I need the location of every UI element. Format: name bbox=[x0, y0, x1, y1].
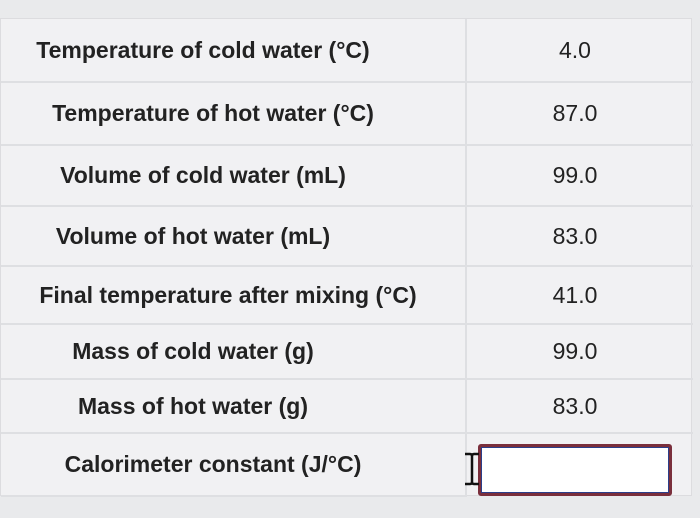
row-label: Final temperature after mixing (°C) bbox=[1, 267, 467, 325]
row-value: 83.0 bbox=[467, 380, 693, 434]
row-value: 99.0 bbox=[467, 146, 693, 207]
row-value: 87.0 bbox=[467, 83, 693, 146]
row-label: Temperature of cold water (°C) bbox=[1, 19, 467, 83]
answer-input[interactable] bbox=[478, 444, 672, 496]
row-label: Calorimeter constant (J/°C) bbox=[1, 434, 467, 497]
row-label: Volume of cold water (mL) bbox=[1, 146, 467, 207]
row-value: 41.0 bbox=[467, 267, 693, 325]
row-label: Volume of hot water (mL) bbox=[1, 207, 467, 267]
row-value: 99.0 bbox=[467, 325, 693, 380]
row-label: Mass of hot water (g) bbox=[1, 380, 467, 434]
row-label: Temperature of hot water (°C) bbox=[1, 83, 467, 146]
row-value: 4.0 bbox=[467, 19, 693, 83]
row-value: 83.0 bbox=[467, 207, 693, 267]
data-table: Temperature of cold water (°C) 4.0 Tempera… bbox=[0, 18, 693, 497]
row-label: Mass of cold water (g) bbox=[1, 325, 467, 380]
text-cursor bbox=[465, 452, 479, 486]
